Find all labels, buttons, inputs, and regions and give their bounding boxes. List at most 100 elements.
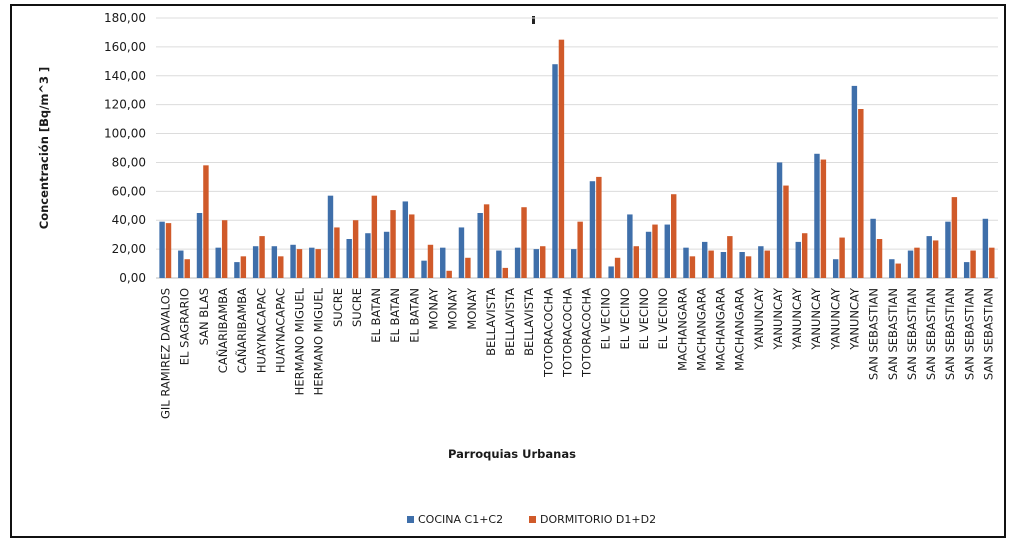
x-category-label: EL BATAN [388,288,402,343]
y-tick-labels: 0,00 20,00 40,00 60,00 80,00 100,00 120,00 140,… [104,11,146,285]
x-category-label: SAN BLAS [197,288,211,345]
bar-cocina [739,252,745,278]
bar-dormitorio [670,194,677,278]
bar-cocina [982,218,989,278]
bar-cocina [608,266,614,278]
bar-cocina [309,247,315,278]
bar-dormitorio [989,247,995,278]
bar-dormitorio [801,233,808,278]
bar-dormitorio [652,224,658,278]
x-category-label: TOTORACOCHA [541,288,555,378]
bar-dormitorio [689,256,696,278]
bar-dormitorio [465,257,471,278]
legend-label-dormitorio: DORMITORIO D1+D2 [540,513,656,526]
bar-dormitorio [633,246,639,278]
bar-dormitorio [296,249,303,278]
y-tick-label: 0,00 [119,271,146,285]
y-tick-label: 20,00 [112,242,146,256]
x-category-label: SAN SEBASTIAN [924,288,938,380]
x-category-label: EL VECINO [656,288,670,350]
x-category-label: SAN SEBASTIAN [943,288,957,380]
x-category-label: MONAY [446,287,460,330]
x-category-label: YANUNCAY [828,287,842,351]
x-category-label: BELLAVISTA [522,288,536,356]
bar-dormitorio [745,256,752,278]
x-category-label: EL BATAN [407,288,421,343]
chart-frame: 0,00 20,00 40,00 60,00 80,00 100,00 120,00 140,… [10,4,1006,538]
bar-cocina [178,250,184,278]
legend-swatch-cocina [407,516,414,523]
gridlines [156,17,998,279]
bar-cocina [664,224,670,278]
x-category-label: GIL RAMIREZ DAVALOS [159,288,173,419]
x-category-label: TOTORACOCHA [580,288,594,378]
x-category-label: MACHANGARA [694,288,708,371]
bar-dormitorio [259,236,265,278]
bar-dormitorio [783,185,789,278]
x-category-label: CAÑARIBAMBA [215,288,230,373]
x-category-label: SUCRE [350,288,364,327]
y-axis-title: Concentración [Bq/m^3 ] [37,67,51,229]
bar-cocina [963,262,970,278]
bar-dormitorio [315,249,321,278]
bar-cocina [870,218,876,278]
bar-cocina [720,252,727,278]
bar-cocina [851,85,858,278]
bar-cocina [907,250,914,278]
x-category-label: CAÑARIBAMBA [234,288,249,373]
x-category-label: SAN SEBASTIAN [886,288,900,380]
bar-cocina [402,201,409,278]
legend-swatch-dormitorio [529,516,536,523]
bar-cocina [159,221,165,278]
bar-cocina [496,250,502,278]
bar-cocina [776,162,783,278]
x-category-label: SAN SEBASTIAN [962,288,976,380]
bar-cocina [589,181,596,278]
bar-cocina [421,260,427,278]
x-category-label: YANUNCAY [790,287,804,351]
x-category-label: HERMANO MIGUEL [293,287,307,395]
bar-cocina [440,247,446,278]
bar-dormitorio [708,250,714,278]
x-category-label: HERMANO MIGUEL [312,287,326,395]
x-category-label: SAN SEBASTIAN [905,288,919,380]
bar-dormitorio [409,214,415,278]
x-category-label: EL SAGRARIO [178,288,192,365]
bar-cocina [945,221,951,278]
bar-dormitorio [895,263,901,278]
bar-dormitorio [951,197,958,278]
bar-dormitorio [165,223,172,278]
x-category-label: EL VECINO [637,288,651,350]
bar-cocina [832,259,839,278]
bar-dormitorio [558,39,565,278]
bar-dormitorio [390,210,396,278]
bar-cocina [383,231,390,278]
bar-cocina [795,241,801,278]
bar-cocina [196,213,203,278]
bar-dormitorio [596,176,602,278]
x-category-label: SAN SEBASTIAN [867,288,881,380]
bar-dormitorio [221,220,228,278]
bar-dormitorio [839,237,845,278]
x-category-label: EL BATAN [369,288,383,343]
bar-cocina [683,247,689,278]
bar-dormitorio [540,246,546,278]
x-category-label: BELLAVISTA [503,288,517,356]
x-category-label: TOTORACOCHA [560,288,574,378]
bar-dormitorio [371,195,378,278]
y-tick-label: 120,00 [104,98,146,112]
bars [159,39,995,278]
bar-cocina [645,231,652,278]
x-category-label: MACHANGARA [714,288,728,371]
bar-dormitorio [278,256,284,278]
x-category-label: MONAY [426,287,440,330]
x-category-label: SAN SEBASTIAN [981,288,995,380]
bar-dormitorio [334,227,340,278]
bar-cocina [758,246,764,278]
bar-cocina [215,247,221,278]
bar-dormitorio [577,221,583,278]
x-category-label: SUCRE [331,288,345,327]
bar-cocina [365,233,371,278]
y-tick-label: 180,00 [104,11,146,25]
x-category-label: MONAY [465,287,479,330]
